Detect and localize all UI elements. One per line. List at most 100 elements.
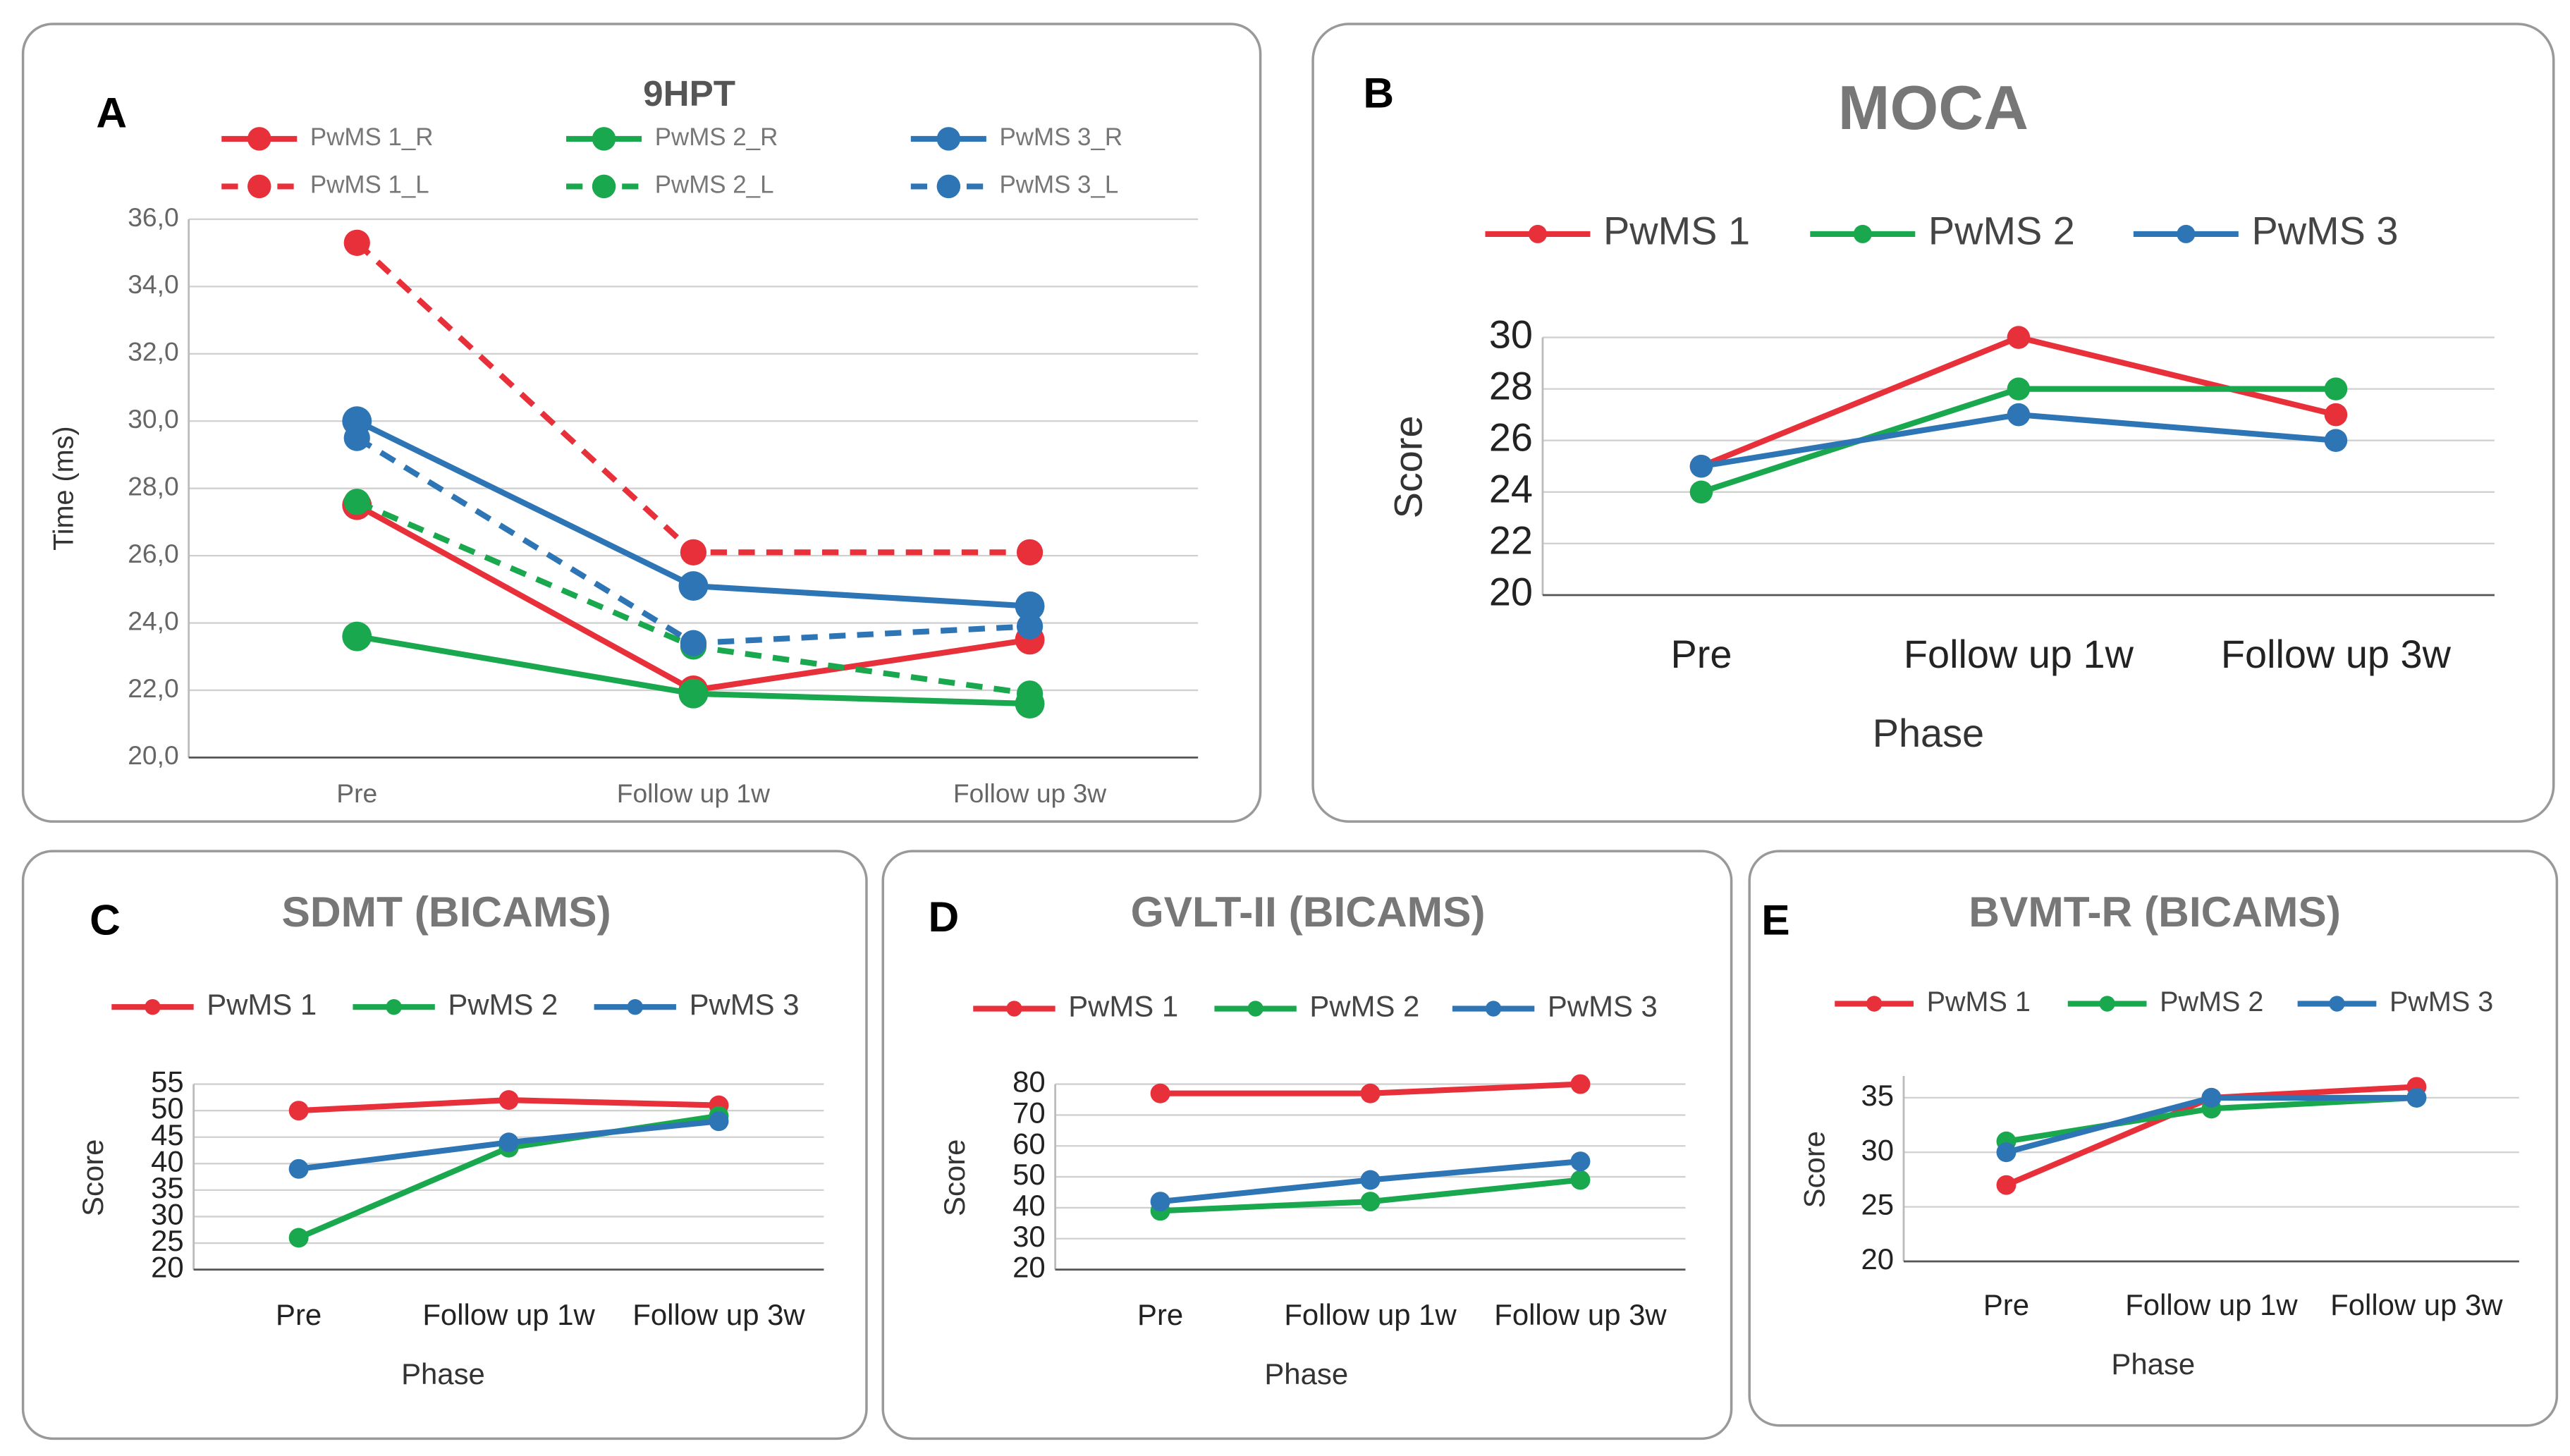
data-point (678, 678, 709, 709)
x-tick-label: Follow up 3w (2330, 1288, 2503, 1321)
legend-label: PwMS 1_R (310, 123, 434, 151)
data-point (1150, 1192, 1170, 1212)
x-axis-label: Phase (2111, 1347, 2195, 1381)
y-tick-label: 30 (1012, 1220, 1046, 1253)
data-point (342, 621, 372, 651)
data-point (343, 424, 370, 451)
data-point (288, 1158, 309, 1179)
x-tick-label: Follow up 3w (2221, 632, 2452, 676)
data-point (2007, 403, 2031, 427)
y-tick-label: 50 (1012, 1158, 1046, 1191)
data-point (1570, 1170, 1591, 1190)
y-tick-label: 30 (1489, 312, 1533, 356)
chart-title: SDMT (BICAMS) (282, 888, 611, 936)
x-tick-label: Pre (1137, 1298, 1183, 1331)
data-point (343, 489, 370, 515)
x-tick-label: Follow up 1w (1284, 1298, 1457, 1331)
x-axis-label: Phase (1873, 711, 1984, 755)
data-point (709, 1111, 729, 1132)
y-axis-label: Score (76, 1139, 109, 1216)
data-point (2007, 377, 2031, 400)
legend-marker (936, 127, 961, 151)
data-point (680, 630, 707, 656)
y-axis-label: Score (1385, 415, 1430, 518)
x-tick-label: Pre (336, 778, 377, 808)
data-point (2324, 403, 2348, 427)
panel-letter: B (1363, 68, 1394, 116)
y-tick-label: 20 (151, 1251, 184, 1284)
data-point (1570, 1074, 1591, 1094)
x-tick-label: Follow up 3w (1494, 1298, 1667, 1331)
data-point (2324, 377, 2348, 400)
data-point (498, 1132, 519, 1153)
x-tick-label: Pre (1670, 632, 1732, 676)
data-point (498, 1090, 519, 1111)
y-tick-label: 20,0 (128, 740, 178, 770)
data-point (1996, 1175, 2017, 1195)
y-tick-label: 26,0 (128, 539, 178, 568)
x-tick-label: Follow up 1w (2125, 1288, 2298, 1321)
y-tick-label: 25 (151, 1224, 184, 1257)
legend-marker (247, 174, 271, 199)
y-tick-label: 20 (1861, 1242, 1894, 1275)
y-tick-label: 26 (1489, 415, 1533, 459)
legend-label: PwMS 1 (1603, 209, 1750, 253)
x-tick-label: Follow up 1w (422, 1298, 595, 1331)
legend-label: PwMS 2 (1928, 209, 2075, 253)
chart-title: BVMT-R (BICAMS) (1969, 888, 2341, 936)
data-point (1996, 1142, 2017, 1163)
y-tick-label: 45 (151, 1118, 184, 1151)
y-axis-label: Time (ms) (49, 426, 80, 550)
legend-label: PwMS 2 (2160, 986, 2263, 1017)
data-point (1689, 480, 1713, 504)
legend-label: PwMS 2_L (655, 171, 774, 199)
legend-marker (1866, 996, 1883, 1012)
y-axis-label: Score (938, 1139, 971, 1216)
legend-marker (2329, 996, 2345, 1012)
data-point (678, 571, 709, 601)
legend-marker (592, 127, 616, 151)
legend-label: PwMS 2 (448, 988, 558, 1021)
legend-marker (386, 999, 402, 1015)
data-point (1016, 680, 1044, 707)
legend-marker (1006, 1001, 1022, 1017)
panel-box (1748, 850, 2559, 1427)
legend-marker (592, 174, 616, 199)
data-point (1360, 1170, 1381, 1190)
y-tick-label: 60 (1012, 1127, 1046, 1160)
legend-label: PwMS 3 (1548, 990, 1658, 1023)
y-tick-label: 50 (151, 1091, 184, 1125)
data-point (1360, 1192, 1381, 1212)
y-axis-label: Score (1798, 1131, 1831, 1208)
y-tick-label: 40 (1012, 1189, 1046, 1222)
y-tick-label: 28,0 (128, 472, 178, 501)
data-point (1150, 1083, 1170, 1103)
x-tick-label: Follow up 3w (953, 778, 1106, 808)
data-point (680, 539, 707, 565)
legend-label: PwMS 1 (207, 988, 317, 1021)
panel-letter: A (96, 88, 127, 136)
y-tick-label: 55 (151, 1065, 184, 1099)
y-tick-label: 20 (1489, 570, 1533, 614)
data-point (288, 1228, 309, 1248)
data-point (1016, 539, 1044, 565)
panel-box (881, 850, 1733, 1440)
y-tick-label: 22,0 (128, 673, 178, 703)
legend-marker (247, 127, 271, 151)
legend-marker (936, 174, 961, 199)
y-tick-label: 24,0 (128, 606, 178, 635)
legend-label: PwMS 3_R (1000, 123, 1123, 151)
data-point (1570, 1151, 1591, 1172)
y-tick-label: 35 (1861, 1079, 1894, 1112)
x-tick-label: Follow up 1w (1904, 632, 2134, 676)
legend-marker (145, 999, 161, 1015)
y-tick-label: 20 (1012, 1251, 1046, 1284)
y-tick-label: 30,0 (128, 404, 178, 434)
chart-title: MOCA (1838, 73, 2029, 142)
legend-label: PwMS 3 (2251, 209, 2398, 253)
data-point (2007, 326, 2031, 349)
x-tick-label: Follow up 1w (617, 778, 770, 808)
legend-label: PwMS 1_L (310, 171, 429, 199)
